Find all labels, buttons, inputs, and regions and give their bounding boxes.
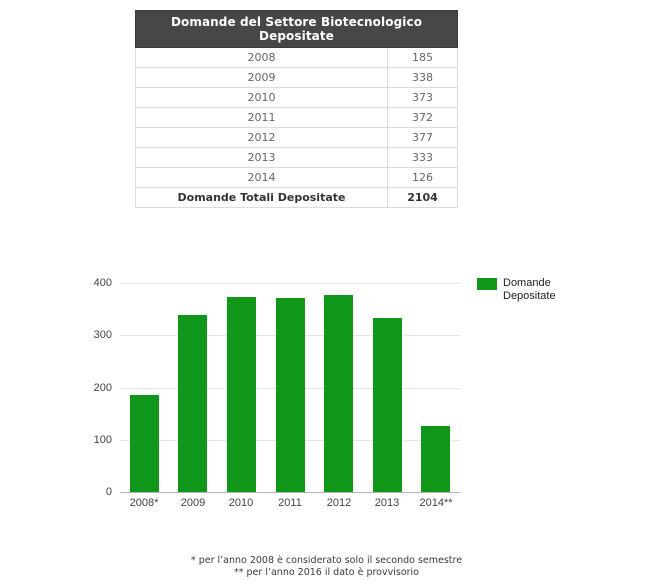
table-row: 2012 377	[135, 127, 458, 148]
bar-2012[interactable]	[324, 295, 353, 492]
value-cell: 126	[387, 167, 458, 188]
y-axis-tick-label: 100	[93, 434, 112, 446]
bar-2014[interactable]	[421, 426, 450, 492]
y-axis-tick-label: 400	[93, 277, 112, 289]
bar-2010[interactable]	[227, 297, 256, 492]
x-axis-tick-label: 2010	[228, 497, 254, 509]
gridline	[120, 283, 460, 284]
y-axis-tick-label: 300	[93, 329, 112, 341]
bar-2013[interactable]	[373, 318, 402, 492]
table-total-row: Domande Totali Depositate 2104	[135, 187, 458, 208]
legend-swatch-icon	[477, 278, 497, 290]
table-row: 2009 338	[135, 67, 458, 88]
table-row: 2008 185	[135, 47, 458, 68]
bar-2011[interactable]	[276, 298, 305, 492]
x-axis-tick-label: 2009	[180, 497, 206, 509]
table-row: 2013 333	[135, 147, 458, 168]
year-cell: 2012	[135, 127, 388, 148]
table-title: Domande del Settore Biotecnologico Depos…	[135, 10, 458, 48]
bar-2008[interactable]	[130, 395, 159, 492]
table-body: 2008 185 2009 338 2010 373 2011 372 2012 377 2013 3…	[135, 47, 458, 188]
total-label: Domande Totali Depositate	[135, 187, 388, 208]
year-cell: 2013	[135, 147, 388, 168]
year-cell: 2009	[135, 67, 388, 88]
chart-legend: Domande Depositate	[477, 277, 575, 303]
year-cell: 2010	[135, 87, 388, 108]
y-axis-tick-label: 0	[105, 486, 112, 498]
x-axis-tick-label: 2012	[326, 497, 352, 509]
table-row: 2010 373	[135, 87, 458, 108]
value-cell: 377	[387, 127, 458, 148]
x-axis-baseline	[120, 492, 460, 493]
year-cell: 2011	[135, 107, 388, 128]
table-header-row: Domande del Settore Biotecnologico Depos…	[135, 10, 458, 48]
value-cell: 333	[387, 147, 458, 168]
value-cell: 372	[387, 107, 458, 128]
value-cell: 338	[387, 67, 458, 88]
value-cell: 373	[387, 87, 458, 108]
value-cell: 185	[387, 47, 458, 68]
report-table: Domande del Settore Biotecnologico Depos…	[135, 10, 458, 208]
x-axis-tick-label: 2013	[374, 497, 400, 509]
footnote-2: ** per l’anno 2016 il dato è provvisorio	[234, 567, 419, 578]
footnote-1: * per l’anno 2008 è considerato solo il …	[190, 555, 463, 566]
x-axis-tick-label: 2008*	[129, 497, 159, 509]
bar-2009[interactable]	[178, 315, 207, 492]
total-value: 2104	[387, 187, 458, 208]
table-row: 2011 372	[135, 107, 458, 128]
legend-label: Domande Depositate	[503, 277, 556, 302]
y-axis-tick-label: 200	[93, 382, 112, 394]
year-cell: 2014	[135, 167, 388, 188]
year-cell: 2008	[135, 47, 388, 68]
footnotes: * per l’anno 2008 è considerato solo il …	[0, 555, 653, 579]
table-row: 2014 126	[135, 167, 458, 188]
x-axis-tick-label: 2014**	[419, 497, 453, 509]
x-axis-tick-label: 2011	[278, 497, 302, 509]
